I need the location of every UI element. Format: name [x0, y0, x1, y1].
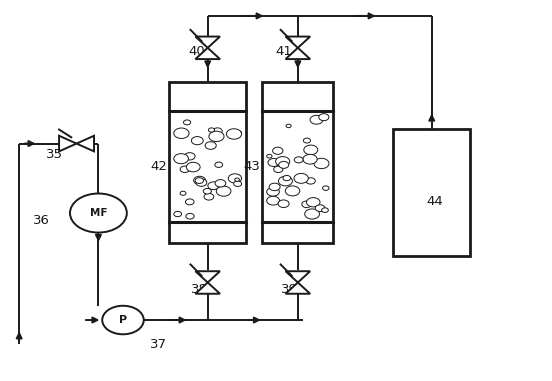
Circle shape — [174, 128, 189, 138]
Text: 41: 41 — [276, 45, 293, 58]
Polygon shape — [285, 37, 310, 48]
Bar — [169, 82, 246, 243]
Circle shape — [285, 186, 300, 196]
Circle shape — [215, 162, 222, 167]
Text: 40: 40 — [188, 45, 205, 58]
Circle shape — [216, 186, 231, 196]
Bar — [394, 128, 470, 256]
Circle shape — [235, 178, 240, 181]
Circle shape — [267, 196, 279, 205]
Circle shape — [208, 182, 219, 190]
Circle shape — [267, 187, 279, 196]
Polygon shape — [285, 282, 310, 294]
Circle shape — [70, 194, 127, 232]
Text: 35: 35 — [46, 148, 63, 161]
Circle shape — [322, 186, 329, 190]
Circle shape — [174, 154, 188, 164]
Circle shape — [274, 166, 283, 173]
Circle shape — [237, 131, 242, 134]
Circle shape — [196, 179, 207, 186]
Circle shape — [185, 199, 194, 205]
Circle shape — [306, 178, 315, 184]
Polygon shape — [195, 271, 220, 282]
Circle shape — [204, 194, 214, 200]
Circle shape — [278, 200, 289, 208]
Text: 39: 39 — [281, 283, 298, 296]
Circle shape — [304, 145, 318, 155]
Polygon shape — [285, 271, 310, 282]
Circle shape — [314, 158, 329, 169]
Circle shape — [228, 174, 242, 183]
Text: 44: 44 — [426, 195, 443, 208]
Circle shape — [180, 166, 190, 173]
Circle shape — [303, 154, 317, 164]
Circle shape — [233, 181, 242, 186]
Circle shape — [186, 213, 194, 219]
Text: 37: 37 — [150, 338, 167, 351]
Circle shape — [305, 209, 320, 219]
Polygon shape — [195, 48, 220, 59]
Circle shape — [319, 114, 329, 121]
Circle shape — [213, 128, 222, 134]
Circle shape — [209, 131, 224, 142]
Polygon shape — [59, 136, 77, 151]
Circle shape — [275, 157, 290, 166]
Circle shape — [183, 120, 190, 125]
Circle shape — [279, 162, 289, 168]
Circle shape — [215, 179, 226, 187]
Circle shape — [192, 136, 203, 145]
Text: MF: MF — [89, 208, 107, 218]
Circle shape — [180, 191, 186, 195]
Text: P: P — [119, 315, 127, 325]
Text: 43: 43 — [243, 160, 260, 173]
Polygon shape — [195, 37, 220, 48]
Circle shape — [209, 128, 215, 132]
Circle shape — [278, 176, 293, 186]
Circle shape — [304, 138, 310, 143]
Circle shape — [306, 198, 320, 207]
Text: 38: 38 — [191, 283, 208, 296]
Circle shape — [322, 208, 328, 213]
Circle shape — [187, 162, 200, 172]
Circle shape — [294, 173, 309, 183]
Circle shape — [205, 142, 216, 149]
Circle shape — [302, 201, 311, 208]
Circle shape — [268, 158, 279, 166]
Circle shape — [286, 124, 291, 128]
Circle shape — [269, 183, 280, 190]
Polygon shape — [285, 48, 310, 59]
Circle shape — [267, 154, 272, 158]
Circle shape — [310, 115, 323, 124]
Polygon shape — [195, 282, 220, 294]
Circle shape — [315, 205, 325, 211]
Polygon shape — [77, 136, 94, 151]
Circle shape — [195, 178, 204, 184]
Circle shape — [194, 176, 205, 184]
Circle shape — [273, 147, 283, 154]
Circle shape — [294, 157, 303, 163]
Circle shape — [223, 189, 229, 193]
Circle shape — [203, 189, 211, 194]
Circle shape — [174, 211, 182, 217]
Bar — [262, 82, 333, 243]
Circle shape — [226, 129, 242, 139]
Circle shape — [283, 175, 290, 181]
Text: 36: 36 — [33, 214, 50, 227]
Circle shape — [278, 161, 286, 166]
Circle shape — [184, 153, 195, 160]
Circle shape — [102, 306, 144, 334]
Text: 42: 42 — [150, 160, 167, 173]
